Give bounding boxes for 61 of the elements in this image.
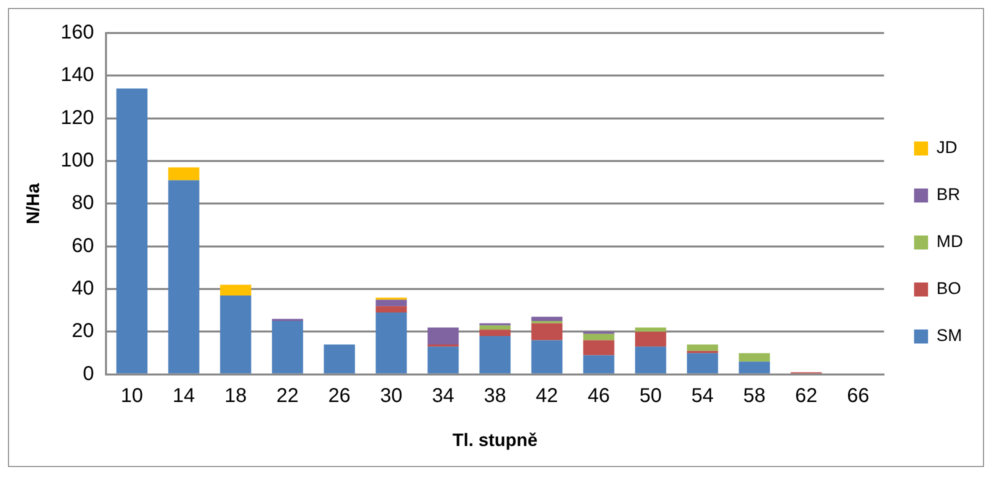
bar xyxy=(738,353,770,362)
bar xyxy=(479,330,511,336)
x-tick-label: 58 xyxy=(743,384,766,407)
bar xyxy=(272,318,304,322)
x-tick-label: 46 xyxy=(588,384,610,407)
y-tick-label: 140 xyxy=(60,64,94,86)
bar xyxy=(479,325,511,330)
bar xyxy=(583,340,614,356)
y-tick-label: 20 xyxy=(72,320,94,342)
y-axis-title: N/Ha xyxy=(22,182,43,224)
legend-label: BO xyxy=(936,279,962,298)
y-tick-label: 80 xyxy=(72,192,94,214)
bar xyxy=(479,336,511,374)
bar xyxy=(376,312,407,374)
y-tick-label: 160 xyxy=(60,22,94,44)
x-tick-label: 30 xyxy=(380,384,402,407)
bar xyxy=(168,180,200,374)
legend-label: JD xyxy=(936,138,958,158)
y-tick-label: 0 xyxy=(82,362,94,385)
x-tick-label: 10 xyxy=(120,384,144,407)
bar xyxy=(686,344,718,351)
bar xyxy=(531,316,562,322)
bar xyxy=(376,306,407,313)
bar xyxy=(428,346,459,374)
x-axis-title: Tl. stupně xyxy=(452,430,538,450)
bar xyxy=(635,332,666,347)
bar xyxy=(220,295,252,374)
x-tick-label: 54 xyxy=(691,384,714,407)
x-tick-label: 22 xyxy=(276,384,299,407)
y-tick-label: 40 xyxy=(72,278,94,300)
x-tick-label: 18 xyxy=(224,384,247,407)
x-tick-label: 34 xyxy=(432,384,454,407)
bar xyxy=(583,355,614,374)
bar xyxy=(635,346,666,374)
x-tick-label: 14 xyxy=(172,384,195,407)
bar xyxy=(220,284,252,296)
bar xyxy=(635,327,666,332)
legend-label: SM xyxy=(936,326,962,346)
bar xyxy=(531,340,562,374)
bar xyxy=(376,300,407,306)
y-tick-label: 120 xyxy=(60,106,94,129)
x-tick-label: 62 xyxy=(795,384,818,407)
bar xyxy=(428,327,459,345)
x-tick-label: 66 xyxy=(847,384,870,407)
x-tick-label: 26 xyxy=(328,384,351,407)
y-tick-label: 100 xyxy=(60,150,94,172)
bar xyxy=(738,362,770,374)
legend-label: MD xyxy=(936,232,964,252)
legend-label: BR xyxy=(936,185,960,204)
bar xyxy=(686,350,718,354)
x-tick-label: 42 xyxy=(536,384,558,407)
bar xyxy=(272,321,304,374)
y-tick-label: 60 xyxy=(72,234,94,257)
bar xyxy=(324,344,355,374)
bar xyxy=(116,88,148,374)
x-tick-label: 50 xyxy=(640,384,662,407)
bar xyxy=(583,334,614,340)
bar xyxy=(531,323,562,340)
x-tick-label: 38 xyxy=(484,384,506,407)
bar xyxy=(686,353,718,374)
bar xyxy=(168,167,200,180)
